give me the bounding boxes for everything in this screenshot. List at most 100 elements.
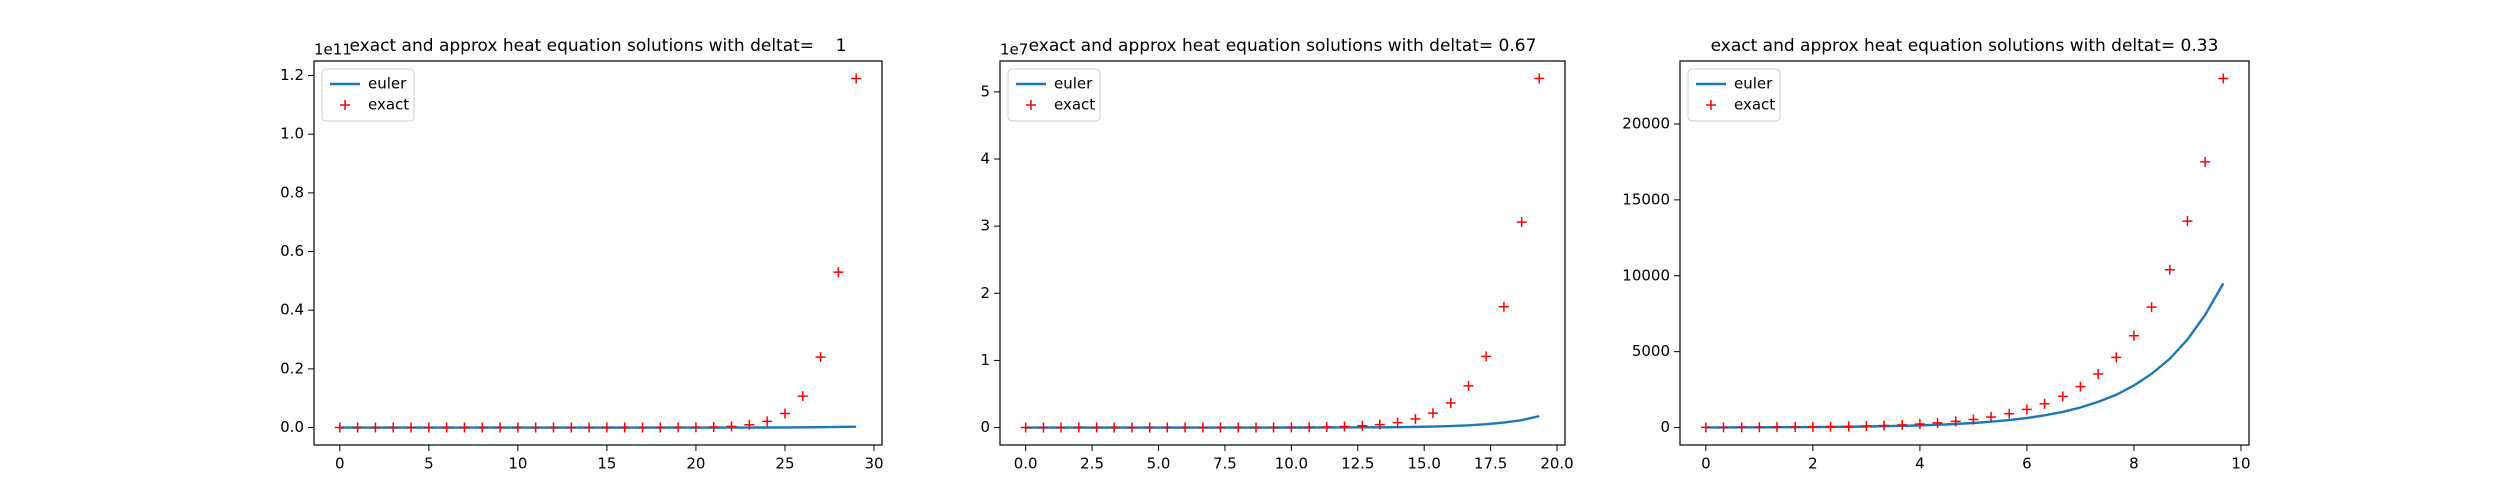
plus-marker <box>1772 422 1783 433</box>
y-tick-label: 0.6 <box>280 242 304 260</box>
plus-marker <box>512 422 523 433</box>
x-tick-label: 25 <box>775 455 794 473</box>
x-tick-label: 7.5 <box>1213 455 1237 473</box>
plus-marker <box>1073 422 1084 433</box>
plus-marker <box>1790 421 1801 432</box>
chart-title: exact and approx heat equation solutions… <box>1029 36 1537 56</box>
x-tick-label: 30 <box>864 455 883 473</box>
plus-marker <box>762 416 773 427</box>
legend-label: exact <box>1054 96 1095 114</box>
plus-marker <box>495 422 506 433</box>
y-tick-label: 5000 <box>1632 342 1670 360</box>
legend-label: euler <box>368 75 407 93</box>
plus-marker <box>370 422 381 433</box>
plus-marker <box>2128 330 2139 341</box>
plus-marker <box>815 352 826 363</box>
plus-marker <box>690 422 701 433</box>
x-tick-label: 2.5 <box>1080 455 1104 473</box>
plus-marker <box>1321 421 1332 432</box>
plus-marker <box>584 422 595 433</box>
plus-marker <box>1427 408 1438 419</box>
x-tick-label: 15.0 <box>1407 455 1440 473</box>
plus-marker <box>2021 404 2032 415</box>
plus-marker <box>1463 380 1474 391</box>
plus-marker <box>441 422 452 433</box>
plus-marker <box>1215 422 1226 433</box>
plus-marker <box>1932 417 1943 428</box>
legend-label: euler <box>1734 75 1773 93</box>
x-tick-label: 10.0 <box>1275 455 1308 473</box>
plus-marker <box>1897 419 1908 430</box>
plus-marker <box>2093 368 2104 379</box>
plus-marker <box>2004 408 2015 419</box>
axes-frame <box>999 60 1566 446</box>
x-tick-label: 4 <box>1915 455 1925 473</box>
x-tick-label: 5 <box>424 455 434 473</box>
plus-marker <box>1180 422 1191 433</box>
plus-marker <box>423 422 434 433</box>
legend-marker <box>1026 100 1036 110</box>
plus-marker <box>1516 217 1527 228</box>
legend-label: exact <box>368 96 409 114</box>
legend-label: exact <box>1734 96 1775 114</box>
plus-marker <box>1374 419 1385 430</box>
plus-marker <box>1825 421 1836 432</box>
y-tick-label: 3 <box>980 217 990 235</box>
plus-marker <box>1700 422 1711 433</box>
plus-marker <box>459 422 470 433</box>
plus-marker <box>1986 411 1997 422</box>
x-tick-label: 5.0 <box>1147 455 1171 473</box>
plus-marker <box>1807 421 1818 432</box>
plus-marker <box>1056 422 1067 433</box>
y-tick-label: 1.0 <box>280 125 304 143</box>
plus-marker <box>1233 422 1244 433</box>
y-offset-label: 1e7 <box>1000 41 1028 59</box>
plus-marker <box>566 422 577 433</box>
plus-marker <box>334 422 345 433</box>
y-tick-label: 10000 <box>1622 266 1670 284</box>
x-tick-label: 17.5 <box>1474 455 1507 473</box>
plus-marker <box>1879 420 1890 431</box>
chart-title: exact and approx heat equation solutions… <box>1711 36 2219 56</box>
x-tick-label: 6 <box>2022 455 2032 473</box>
legend-label: euler <box>1054 75 1093 93</box>
plus-marker <box>779 408 790 419</box>
x-tick-label: 10 <box>2231 455 2250 473</box>
plus-marker <box>1481 351 1492 362</box>
y-tick-label: 0.8 <box>280 183 304 201</box>
plus-marker <box>1843 421 1854 432</box>
plus-marker <box>1968 414 1979 425</box>
plus-marker <box>1736 422 1747 433</box>
plus-marker <box>833 267 844 278</box>
plus-marker <box>2146 302 2157 313</box>
y-tick-label: 20000 <box>1622 114 1670 132</box>
x-tick-label: 20 <box>686 455 705 473</box>
plus-marker <box>637 422 648 433</box>
plus-marker <box>1020 422 1031 433</box>
plus-marker <box>548 422 559 433</box>
plus-marker <box>851 73 862 84</box>
x-tick-label: 0 <box>335 455 345 473</box>
plus-marker <box>2200 156 2211 167</box>
plus-marker <box>1339 421 1350 432</box>
legend-marker <box>1706 100 1716 110</box>
legend-marker <box>340 100 350 110</box>
plus-marker <box>530 422 541 433</box>
plus-marker <box>1718 422 1729 433</box>
line-series <box>1705 282 2225 429</box>
axes-frame <box>1679 60 2250 446</box>
plus-marker <box>1914 418 1925 429</box>
y-tick-label: 2 <box>980 284 990 302</box>
plus-marker <box>1861 420 1872 431</box>
plus-marker <box>1445 397 1456 408</box>
x-tick-label: 2 <box>1808 455 1818 473</box>
plus-marker <box>1251 422 1262 433</box>
plus-marker <box>1091 422 1102 433</box>
x-tick-label: 20.0 <box>1540 455 1573 473</box>
y-tick-label: 0.0 <box>280 418 304 436</box>
plus-marker <box>1410 414 1421 425</box>
line-series <box>339 425 857 429</box>
y-offset-label: 1e11 <box>314 41 352 59</box>
plus-marker <box>1498 301 1509 312</box>
